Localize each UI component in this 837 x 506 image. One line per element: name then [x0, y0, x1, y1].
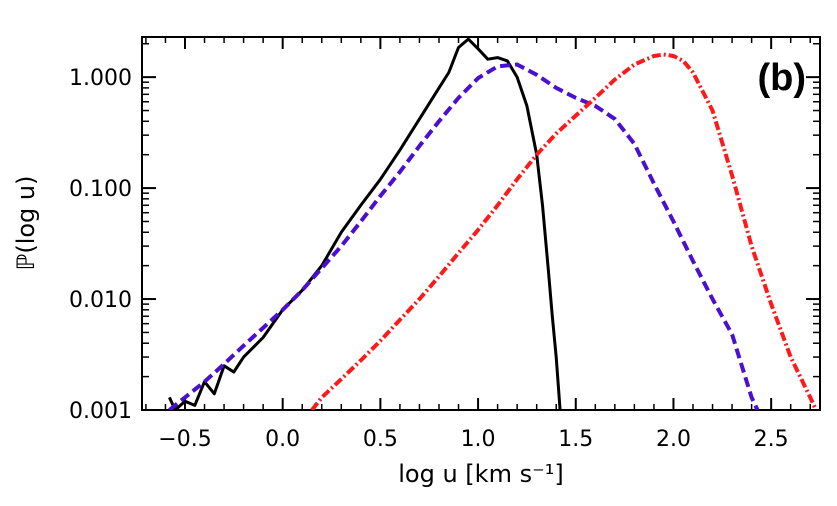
y-axis-title: ℙ(log u) — [12, 176, 40, 271]
x-tick-label: 2.0 — [656, 427, 691, 452]
x-axis-title: log u [km s⁻¹] — [398, 460, 563, 488]
y-tick-label: 1.000 — [69, 66, 132, 91]
x-tick-label: 1.5 — [558, 427, 593, 452]
x-tick-label: −0.5 — [158, 427, 211, 452]
x-tick-label: 1.0 — [461, 427, 496, 452]
y-tick-label: 0.100 — [69, 177, 132, 202]
x-tick-label: 0.5 — [363, 427, 398, 452]
series-layer — [168, 37, 818, 410]
x-tick-label: 2.5 — [754, 427, 789, 452]
y-tick-labels: 0.001 0.010 0.100 1.000 — [69, 66, 132, 424]
axis-ticks — [142, 37, 820, 411]
series-line-dashed-blue — [168, 62, 760, 410]
plot-frame — [141, 36, 821, 411]
y-tick-label: 0.001 — [69, 399, 132, 424]
panel-label: (b) — [757, 57, 806, 99]
series-line-solid-black — [168, 37, 562, 410]
x-tick-label: 0.0 — [265, 427, 300, 452]
series-line-dash-dot-red — [310, 52, 818, 410]
x-tick-labels: −0.5 0.0 0.5 1.0 1.5 2.0 2.5 — [158, 427, 788, 452]
y-tick-label: 0.010 — [69, 288, 132, 313]
